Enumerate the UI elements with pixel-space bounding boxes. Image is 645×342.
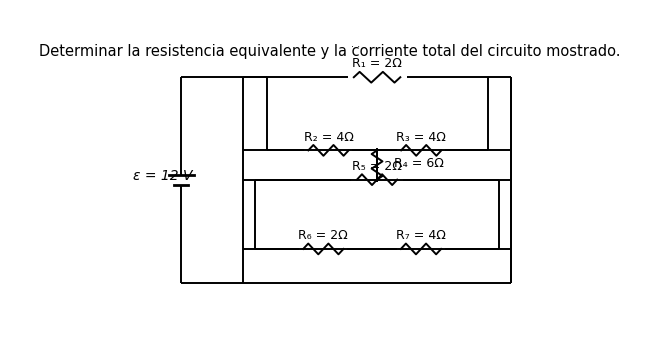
Text: Determinar la resistencia equivalente y la corriente total del circuito mostrado: Determinar la resistencia equivalente y …	[39, 44, 621, 59]
Text: R₃ = 4Ω: R₃ = 4Ω	[396, 131, 446, 144]
Text: R₆ = 2Ω: R₆ = 2Ω	[299, 229, 348, 242]
Text: . .: . .	[351, 39, 361, 49]
Text: R₂ = 4Ω: R₂ = 4Ω	[304, 131, 353, 144]
Text: R₇ = 4Ω: R₇ = 4Ω	[396, 229, 446, 242]
Text: R₁ = 2Ω: R₁ = 2Ω	[352, 57, 402, 70]
Text: ε = 12 V: ε = 12 V	[134, 169, 193, 183]
Text: R₅ = 2Ω: R₅ = 2Ω	[352, 160, 402, 173]
Text: R₄ = 6Ω: R₄ = 6Ω	[394, 157, 444, 170]
